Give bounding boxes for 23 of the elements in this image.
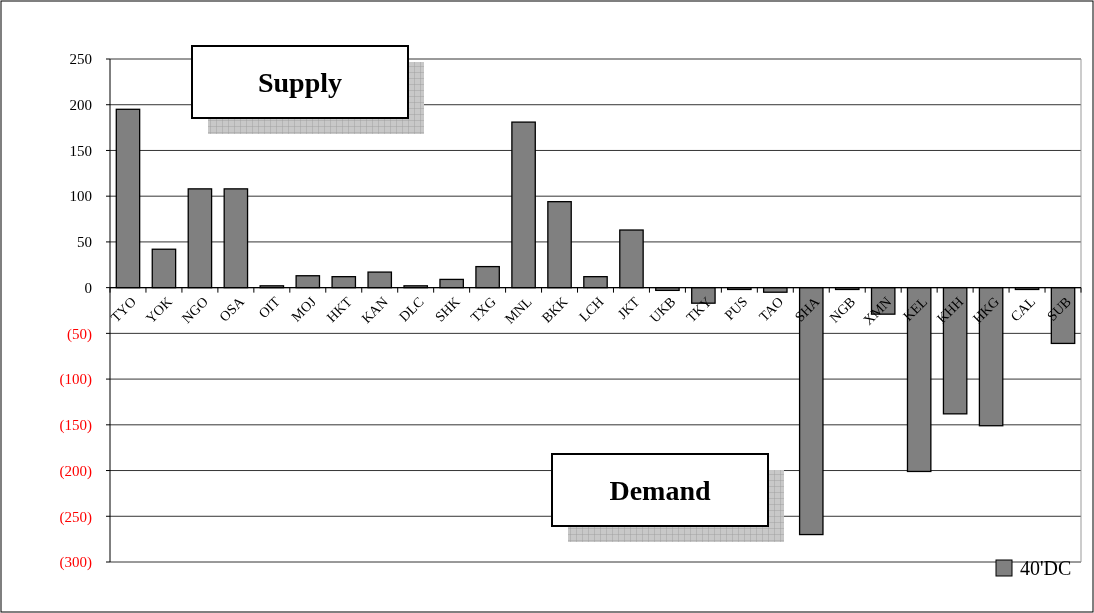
x-tick-label: OSA — [216, 293, 248, 325]
y-tick-label: (50) — [67, 325, 92, 343]
x-tick-label: KEL — [900, 294, 931, 324]
y-tick-label: 250 — [69, 51, 92, 68]
x-tick-label: TYO — [108, 294, 140, 326]
y-tick-label: (200) — [59, 462, 92, 480]
x-tick-label: SHA — [791, 293, 823, 325]
y-tick-label: 0 — [84, 279, 92, 296]
x-tick-label: SUB — [1044, 294, 1075, 324]
x-tick-label: TAO — [756, 294, 787, 325]
annotation: Demand — [609, 474, 711, 506]
y-tick-label: 50 — [77, 234, 92, 251]
y-tick-label: (100) — [59, 371, 92, 389]
y-tick-label: (300) — [59, 554, 92, 572]
y-tick-label: (250) — [59, 508, 92, 526]
annotation: Supply — [257, 66, 343, 98]
y-tick-label: 150 — [69, 142, 92, 159]
y-tick-label: 200 — [69, 96, 92, 113]
x-tick-label: OIT — [255, 293, 284, 322]
y-tick-label: 100 — [69, 188, 92, 205]
legend-label: 40'DC — [1020, 557, 1072, 579]
x-tick-label: CAL — [1007, 294, 1039, 325]
y-tick-label: (150) — [59, 417, 92, 435]
